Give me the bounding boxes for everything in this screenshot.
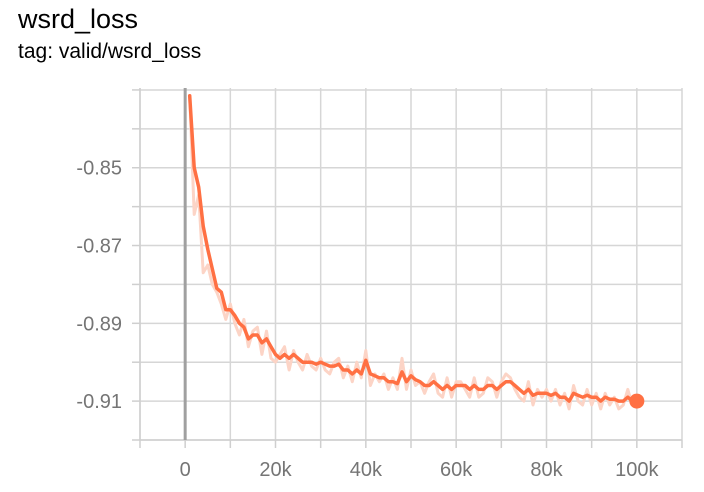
y-tick-label: -0.91 [76, 391, 122, 413]
x-tick-label: 0 [180, 459, 191, 481]
last-point-marker [629, 393, 645, 409]
y-tick-label: -0.85 [76, 158, 122, 180]
y-tick-label: -0.89 [76, 313, 122, 335]
x-tick-label: 20k [259, 459, 292, 481]
y-tick-label: -0.87 [76, 236, 122, 258]
x-tick-label: 80k [530, 459, 563, 481]
series-layer [187, 94, 645, 411]
chart-subtitle: tag: valid/wsrd_loss [18, 40, 202, 63]
x-tick-label: 40k [350, 459, 383, 481]
label-layer: -0.85 -0.87 -0.89 -0.91 0 20k 40k 60k 80k 100k [76, 158, 659, 481]
smoothed-series-line [187, 94, 639, 403]
grid-layer [139, 88, 683, 441]
chart-title: wsrd_loss [18, 4, 139, 34]
x-tick-label: 60k [440, 459, 473, 481]
x-tick-label: 100k [615, 459, 659, 481]
axis-layer [132, 88, 683, 448]
